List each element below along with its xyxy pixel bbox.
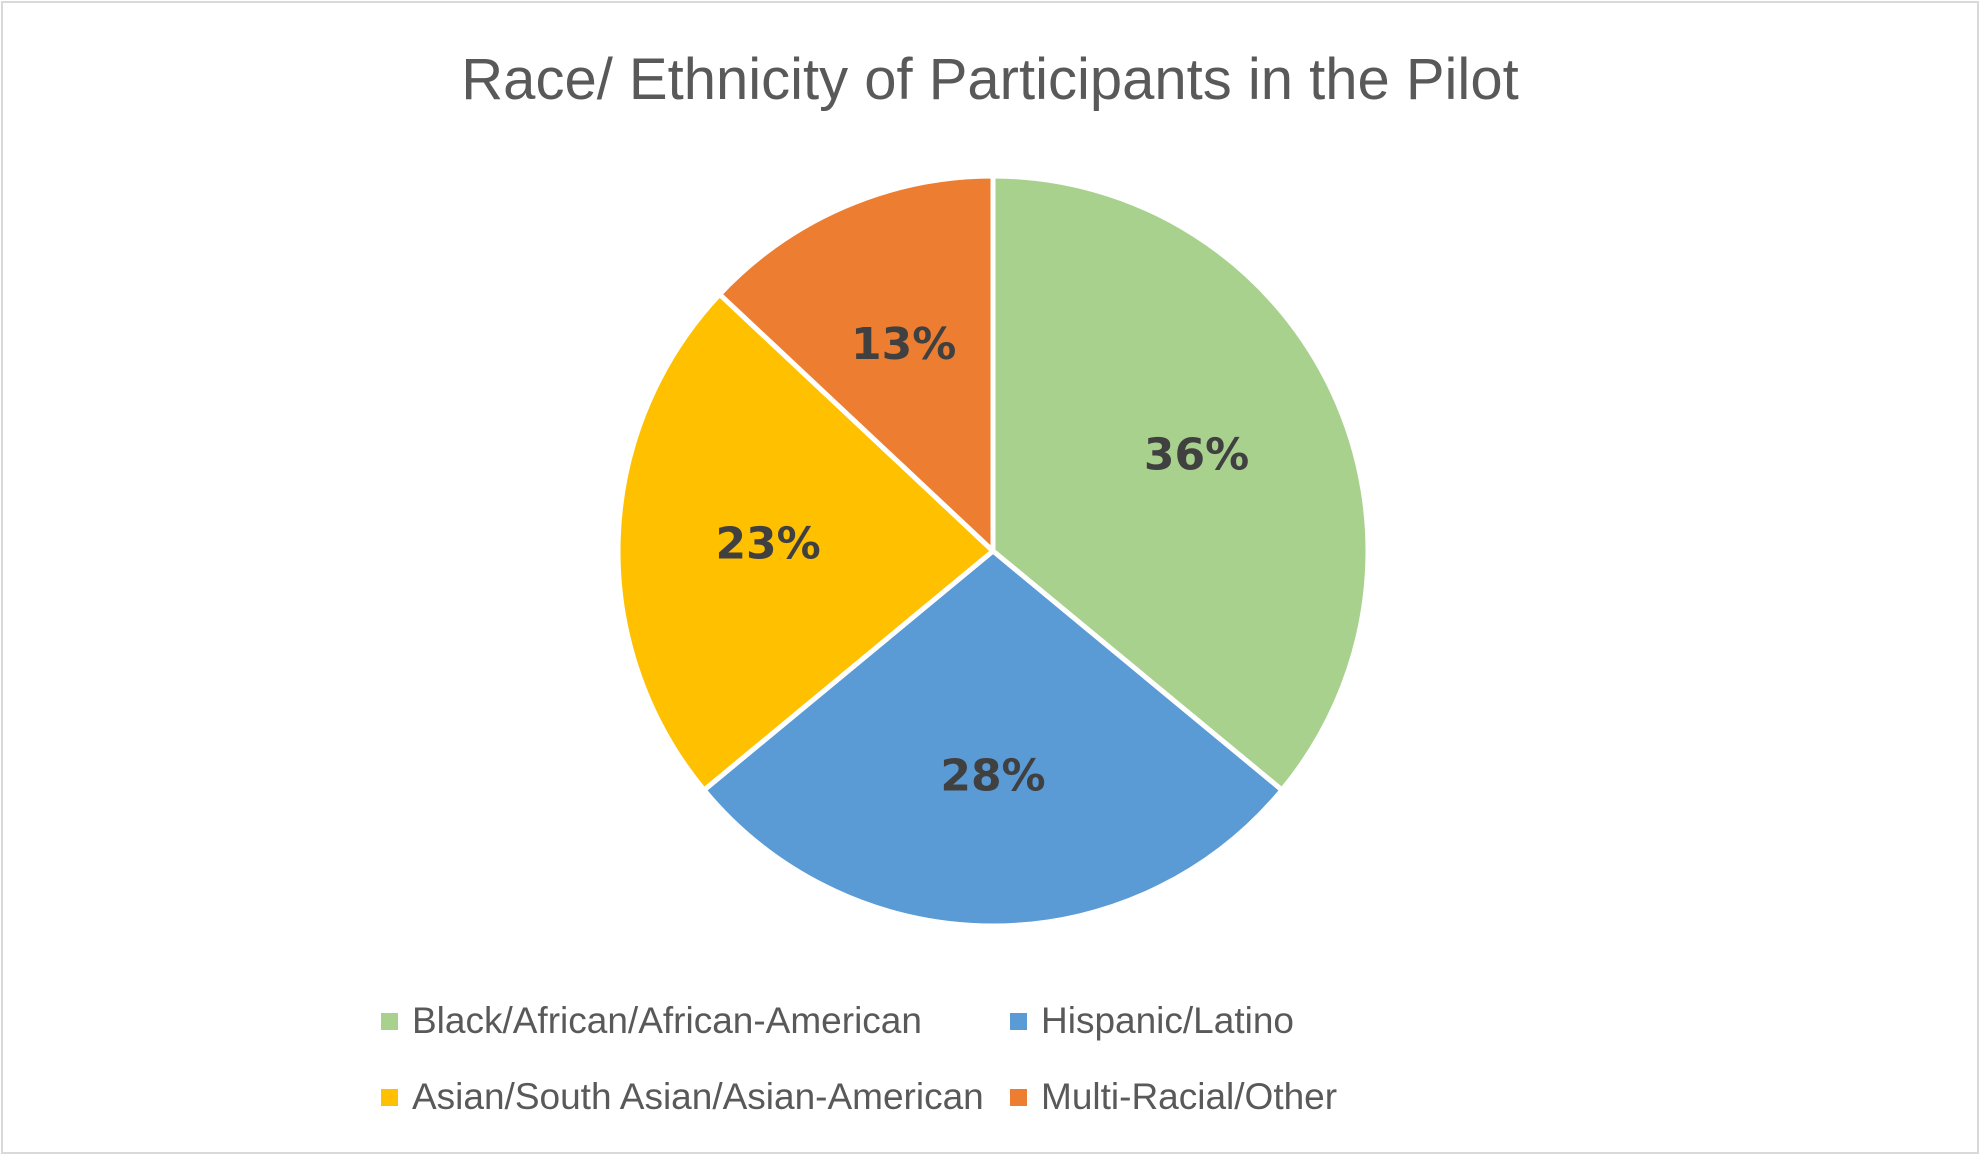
legend-label: Asian/South Asian/Asian-American xyxy=(412,1076,984,1117)
legend-swatch-orange xyxy=(1010,1088,1027,1106)
legend-swatch-green xyxy=(381,1012,398,1030)
legend-label: Black/African/African-American xyxy=(412,1000,922,1041)
pie-slice-black-african-african-american xyxy=(990,173,1371,793)
pie-slice-multi-racial-other xyxy=(717,173,996,554)
legend-swatch-yellow xyxy=(381,1088,398,1106)
data-label-asian-south-asian-asian-american: 23% xyxy=(715,518,820,569)
chart-title: Race/ Ethnicity of Participants in the P… xyxy=(461,47,1519,112)
pie-chart: 36% 28% 23% 13% xyxy=(615,173,1371,929)
legend-label: Multi-Racial/Other xyxy=(1041,1076,1338,1117)
legend-swatch-blue xyxy=(1010,1012,1027,1030)
pie-slice-asian-south-asian-asian-american xyxy=(615,291,996,793)
legend-item-multi-racial-other: Multi-Racial/Other xyxy=(1010,1076,1337,1118)
legend-item-asian-american: Asian/South Asian/Asian-American xyxy=(381,1076,984,1118)
legend-item-hispanic-latino: Hispanic/Latino xyxy=(1010,1000,1294,1042)
legend-item-black-african-american: Black/African/African-American xyxy=(381,1000,922,1042)
chart-legend: Black/African/African-American Hispanic/… xyxy=(3,3,1981,1156)
data-label-hispanic-latino: 28% xyxy=(940,751,1045,802)
pie-slice-hispanic-latino xyxy=(701,548,1285,929)
data-label-multi-racial-other: 13% xyxy=(851,319,956,370)
data-label-black-african-african-american: 36% xyxy=(1144,430,1249,481)
legend-label: Hispanic/Latino xyxy=(1041,1000,1294,1041)
